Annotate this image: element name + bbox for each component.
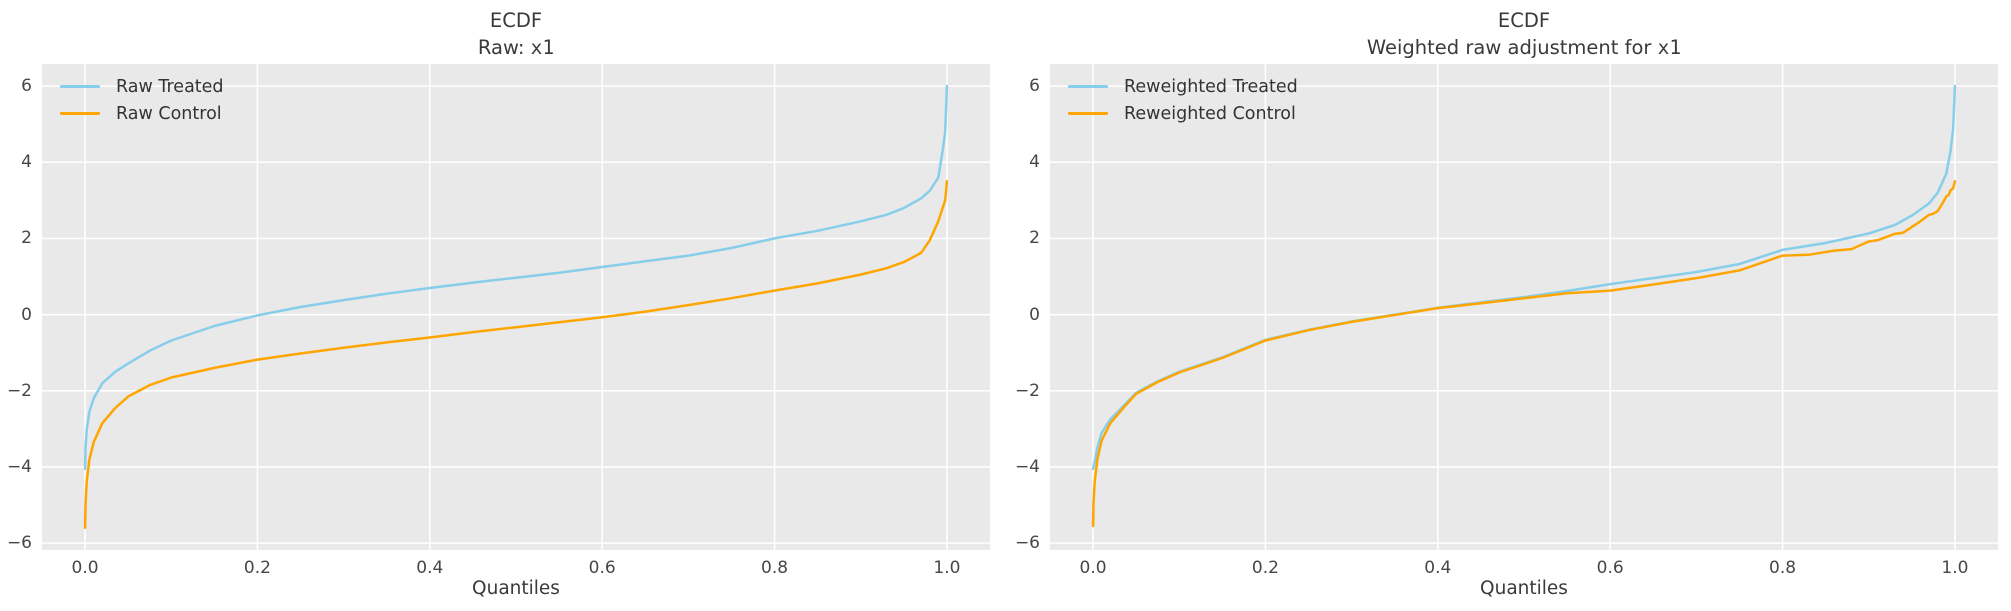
- legend-row: Raw Treated: [60, 73, 224, 100]
- y-tick-label: 6: [1029, 76, 1040, 97]
- x-tick-label: 0.8: [1769, 558, 1797, 578]
- legend-row: Reweighted Treated: [1068, 73, 1298, 100]
- x-tick-label: 0.4: [416, 558, 444, 578]
- right-plot-xlabel: Quantiles: [1480, 578, 1568, 599]
- gridlines: [1050, 64, 1998, 550]
- ecdf-raw-canvas: [42, 64, 990, 550]
- x-tick-label: 0.0: [1079, 558, 1107, 578]
- x-tick-label: 0.2: [1251, 558, 1279, 578]
- raw-control-line: [83, 180, 949, 530]
- reweighted-control-legend-label: Reweighted Control: [1124, 103, 1296, 124]
- y-tick-label: −6: [1014, 533, 1040, 554]
- y-tick-label: 2: [21, 228, 32, 249]
- reweighted-treated-legend-line: [1068, 85, 1108, 88]
- x-tick-label: 0.8: [761, 558, 789, 578]
- y-tick-label: 6: [21, 76, 32, 97]
- y-tick-label: 0: [1029, 304, 1040, 325]
- raw-control-legend-line: [60, 112, 100, 115]
- right-plot-legend: Reweighted Treated Reweighted Control: [1068, 73, 1298, 127]
- legend-row: Raw Control: [60, 100, 224, 127]
- y-tick-label: −4: [1014, 456, 1040, 477]
- y-tick-label: −4: [6, 456, 32, 477]
- legend-row: Reweighted Control: [1068, 100, 1298, 127]
- left-plot-variable: x1: [530, 36, 555, 59]
- x-tick-label: 0.6: [588, 558, 616, 578]
- left-plot-title-line1: ECDF: [489, 9, 543, 32]
- reweighted-treated-legend-label: Reweighted Treated: [1124, 76, 1298, 97]
- right-plot-title-line1: ECDF: [1497, 9, 1551, 32]
- reweighted-treated-line: [1091, 84, 1957, 471]
- left-plot-title-line2: Raw: x1: [477, 36, 555, 59]
- raw-control-legend-label: Raw Control: [116, 103, 222, 124]
- y-tick-label: 4: [1029, 152, 1040, 173]
- raw-treated-legend-label: Raw Treated: [116, 76, 224, 97]
- y-tick-label: −6: [6, 533, 32, 554]
- y-tick-label: −2: [6, 380, 32, 401]
- x-tick-label: 0.2: [243, 558, 271, 578]
- x-tick-label: 0.4: [1424, 558, 1452, 578]
- left-plot-xlabel: Quantiles: [472, 578, 560, 599]
- x-tick-label: 1.0: [1941, 558, 1969, 578]
- y-tick-label: −2: [1014, 380, 1040, 401]
- left-plot-legend: Raw Treated Raw Control: [60, 73, 224, 127]
- x-tick-label: 0.0: [71, 558, 99, 578]
- raw-treated-legend-line: [60, 85, 100, 88]
- x-tick-label: 1.0: [933, 558, 961, 578]
- left-plot-title: ECDF Raw: x1: [42, 7, 990, 61]
- y-tick-label: 0: [21, 304, 32, 325]
- right-plot-variable: x1: [1657, 36, 1682, 59]
- ecdf-weighted-canvas: [1050, 64, 1998, 550]
- gridlines: [42, 64, 990, 550]
- x-tick-label: 0.6: [1596, 558, 1624, 578]
- reweighted-control-line: [1091, 180, 1957, 528]
- reweighted-control-legend-line: [1068, 112, 1108, 115]
- left-plot-axes: Raw Treated Raw Control 6 4 2 0 −2 −4 −6 0.0 0.2…: [7, 64, 990, 578]
- right-plot-title: ECDF Weighted raw adjustment for x1: [1050, 7, 1998, 61]
- right-plot-title-line2: Weighted raw adjustment for x1: [1366, 36, 1682, 59]
- raw-treated-line: [83, 84, 949, 471]
- y-tick-label: 2: [1029, 228, 1040, 249]
- y-tick-label: 4: [21, 152, 32, 173]
- right-plot-axes: Reweighted Treated Reweighted Control 6 4…: [1015, 64, 1998, 578]
